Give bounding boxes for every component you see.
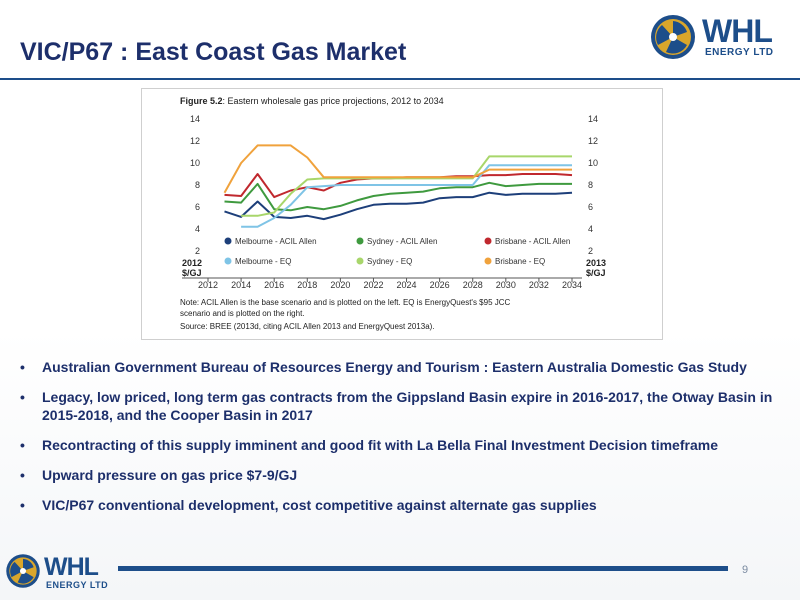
left-axis-unit: $/GJ	[182, 268, 202, 278]
legend-label: Melbourne - EQ	[235, 257, 291, 266]
legend-marker	[484, 237, 492, 245]
bullet-item: • Upward pressure on gas price $7-9/GJ	[18, 466, 778, 484]
title-divider	[0, 78, 800, 80]
y-tick-label-right: 10	[588, 158, 598, 168]
x-tick-label: 2034	[562, 280, 582, 290]
figure-note-line: Note: ACIL Allen is the base scenario an…	[180, 298, 511, 307]
logo-wordmark: WHL	[702, 13, 773, 49]
gas-price-chart: Figure 5.2: Eastern wholesale gas price …	[180, 96, 606, 331]
logo-emblem-icon	[651, 15, 695, 59]
logo-emblem-icon	[6, 554, 40, 588]
y-tick-label-right: 14	[588, 114, 598, 124]
logo-subtitle: ENERGY LTD	[46, 580, 109, 590]
legend-marker	[484, 257, 492, 265]
bullet-text: Upward pressure on gas price $7-9/GJ	[42, 467, 298, 483]
legend-marker	[356, 237, 364, 245]
footer-divider	[118, 566, 728, 571]
bullet-marker: •	[20, 437, 25, 453]
legend-label: Brisbane - ACIL Allen	[495, 237, 570, 246]
bullet-marker: •	[20, 359, 25, 375]
legend-label: Melbourne - ACIL Allen	[235, 237, 317, 246]
series-line-melbourne-eq	[241, 164, 572, 228]
slide-title: VIC/P67 : East Coast Gas Market	[20, 38, 407, 66]
y-tick-label-left: 2	[195, 246, 200, 256]
y-tick-label-left: 12	[190, 136, 200, 146]
legend-marker	[224, 237, 232, 245]
x-tick-label: 2016	[264, 280, 284, 290]
x-tick-label: 2026	[430, 280, 450, 290]
figure-note-line: scenario and is plotted on the right.	[180, 309, 305, 318]
x-tick-label: 2018	[297, 280, 317, 290]
y-tick-label-right: 6	[588, 202, 593, 212]
bullet-marker: •	[20, 467, 25, 483]
y-tick-label-left: 6	[195, 202, 200, 212]
x-tick-label: 2024	[397, 280, 417, 290]
y-tick-label-left: 4	[195, 224, 200, 234]
series-line-sydney-eq	[241, 155, 572, 217]
left-axis-unit-year: 2012	[182, 258, 202, 268]
x-tick-label: 2030	[496, 280, 516, 290]
bullet-item: • Australian Government Bureau of Resourc…	[18, 358, 778, 376]
legend-marker	[224, 257, 232, 265]
bullet-item: • Recontracting of this supply imminent a…	[18, 436, 778, 454]
y-tick-label-left: 14	[190, 114, 200, 124]
y-tick-label-left: 8	[195, 180, 200, 190]
figure-source: Source: BREE (2013d, citing ACIL Allen 2…	[180, 322, 435, 331]
y-tick-label-left: 10	[190, 158, 200, 168]
figure-caption: Figure 5.2: Eastern wholesale gas price …	[180, 96, 444, 106]
legend-label: Sydney - ACIL Allen	[367, 237, 437, 246]
figure-label: Figure 5.2	[180, 96, 223, 106]
bullet-list: • Australian Government Bureau of Resourc…	[18, 358, 778, 526]
legend-label: Sydney - EQ	[367, 257, 412, 266]
bullet-text: Legacy, low priced, long term gas contra…	[42, 389, 773, 423]
logo-wordmark: WHL	[44, 553, 99, 581]
bullet-item: • Legacy, low priced, long term gas contr…	[18, 388, 778, 424]
bullet-marker: •	[20, 389, 25, 405]
bullet-text: Recontracting of this supply imminent an…	[42, 437, 718, 453]
x-tick-label: 2032	[529, 280, 549, 290]
x-tick-label: 2012	[198, 280, 218, 290]
y-tick-label-right: 2	[588, 246, 593, 256]
y-tick-label-right: 4	[588, 224, 593, 234]
legend-marker	[356, 257, 364, 265]
legend-label: Brisbane - EQ	[495, 257, 545, 266]
company-logo: WHL ENERGY LTD	[648, 12, 798, 62]
footer-logo: WHL ENERGY LTD	[4, 552, 119, 597]
y-tick-label-right: 12	[588, 136, 598, 146]
series-line-brisbane-eq	[223, 144, 572, 194]
x-tick-label: 2020	[330, 280, 350, 290]
bullet-text: Australian Government Bureau of Resource…	[42, 359, 747, 375]
figure-caption-text: : Eastern wholesale gas price projection…	[223, 96, 444, 106]
series-line-melbourne-acil-allen	[224, 191, 573, 221]
bullet-text: VIC/P67 conventional development, cost c…	[42, 497, 597, 513]
x-tick-label: 2028	[463, 280, 483, 290]
logo-subtitle: ENERGY LTD	[705, 47, 774, 58]
figure-panel: Figure 5.2: Eastern wholesale gas price …	[141, 88, 663, 340]
page-number: 9	[742, 564, 749, 576]
x-tick-label: 2022	[363, 280, 383, 290]
bullet-marker: •	[20, 497, 25, 513]
y-tick-label-right: 8	[588, 180, 593, 190]
series-line-sydney-acil-allen	[224, 181, 572, 212]
bullet-item: • VIC/P67 conventional development, cost …	[18, 496, 778, 514]
right-axis-unit-year: 2013	[586, 258, 606, 268]
x-tick-label: 2014	[231, 280, 251, 290]
right-axis-unit: $/GJ	[586, 268, 606, 278]
